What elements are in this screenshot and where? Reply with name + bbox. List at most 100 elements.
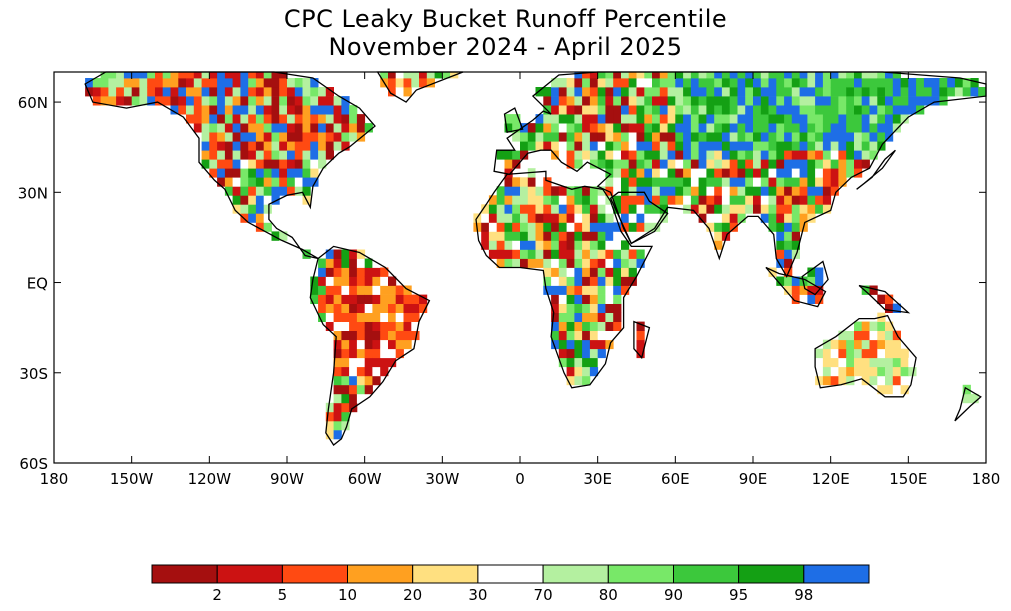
percentile-tile (970, 393, 979, 404)
percentile-tile (310, 285, 319, 295)
percentile-tile (217, 132, 226, 142)
percentile-tile (597, 195, 606, 205)
percentile-tile (255, 72, 265, 79)
percentile-tile (279, 177, 288, 187)
percentile-tile (193, 72, 202, 79)
percentile-tile (279, 159, 288, 169)
percentile-tile (822, 123, 832, 133)
percentile-tile (838, 123, 847, 133)
percentile-tile (784, 285, 793, 295)
percentile-tile (745, 72, 754, 79)
percentile-tile (341, 330, 350, 341)
percentile-tile (356, 294, 366, 304)
percentile-tile (341, 411, 350, 422)
percentile-tile (558, 87, 567, 97)
percentile-tile (885, 330, 894, 341)
percentile-tile (675, 105, 684, 115)
indonesia-outline (765, 266, 827, 308)
percentile-tile (776, 249, 785, 259)
percentile-tile (931, 96, 940, 106)
percentile-tile (690, 150, 700, 160)
percentile-tile (558, 357, 567, 368)
percentile-tile (558, 231, 567, 241)
percentile-tile (248, 105, 257, 115)
percentile-tile (232, 123, 241, 133)
percentile-tile (815, 132, 824, 142)
percentile-tile (217, 177, 226, 187)
percentile-tile (372, 267, 381, 277)
percentile-tile (652, 186, 661, 196)
percentile-tile (411, 312, 420, 322)
percentile-tile (869, 357, 878, 368)
percentile-tile (838, 375, 847, 386)
legend-label: 10 (338, 586, 357, 604)
percentile-tile (900, 366, 909, 377)
percentile-tile (380, 303, 389, 313)
legend-label: 2 (212, 586, 222, 604)
percentile-tile (667, 168, 676, 178)
percentile-tile (302, 114, 311, 124)
percentile-tile (745, 114, 754, 124)
percentile-tile (240, 213, 249, 223)
percentile-tile (667, 132, 676, 142)
percentile-tile (962, 393, 971, 404)
percentile-tile (776, 276, 785, 286)
percentile-tile (675, 87, 684, 97)
percentile-tile (605, 330, 614, 341)
lon-label: 90W (270, 470, 304, 488)
percentile-tile (838, 150, 847, 160)
percentile-tile (854, 141, 863, 151)
percentile-tile (838, 114, 847, 124)
percentile-tile (822, 375, 832, 386)
percentile-tile (636, 141, 645, 151)
percentile-tile (877, 375, 886, 386)
percentile-tile (388, 294, 397, 304)
percentile-tile (325, 402, 334, 413)
percentile-tile (520, 132, 529, 142)
percentile-tile (201, 141, 210, 151)
percentile-tile (877, 339, 886, 350)
percentile-tile (271, 168, 280, 178)
percentile-tile (582, 357, 591, 368)
percentile-tile (333, 114, 342, 124)
percentile-tile (885, 78, 894, 88)
percentile-tile (737, 114, 746, 124)
percentile-tile (100, 72, 109, 79)
percentile-tile (760, 195, 769, 205)
percentile-tile (279, 96, 288, 106)
percentile-tile (186, 87, 195, 97)
percentile-tile (613, 177, 622, 187)
percentile-tile (574, 72, 583, 79)
percentile-tile (551, 141, 560, 151)
percentile-tile (667, 114, 676, 124)
lon-label: 120E (812, 470, 850, 488)
percentile-tile (822, 78, 832, 88)
percentile-tile (830, 339, 839, 350)
percentile-tile (310, 141, 319, 151)
percentile-tile (512, 213, 521, 223)
percentile-tile (784, 213, 793, 223)
percentile-tile (597, 330, 606, 341)
percentile-tile (551, 276, 560, 286)
percentile-tile (248, 150, 257, 160)
percentile-tile (729, 87, 738, 97)
percentile-tile (395, 348, 404, 359)
percentile-tile (636, 204, 645, 214)
percentile-tile (356, 249, 366, 259)
percentile-tile (325, 276, 334, 286)
percentile-tile (589, 348, 599, 359)
percentile-tile (652, 159, 661, 169)
percentile-tile (147, 78, 156, 88)
percentile-tile (310, 114, 319, 124)
percentile-tile (217, 168, 226, 178)
percentile-tile (768, 222, 777, 232)
lon-label: 180 (972, 470, 1001, 488)
percentile-tile (721, 87, 731, 97)
percentile-tile (861, 285, 870, 295)
percentile-tile (605, 150, 614, 160)
percentile-tile (706, 195, 715, 205)
percentile-tile (333, 141, 342, 151)
percentile-tile (582, 213, 591, 223)
percentile-tile (209, 105, 218, 115)
percentile-tile (411, 294, 420, 304)
